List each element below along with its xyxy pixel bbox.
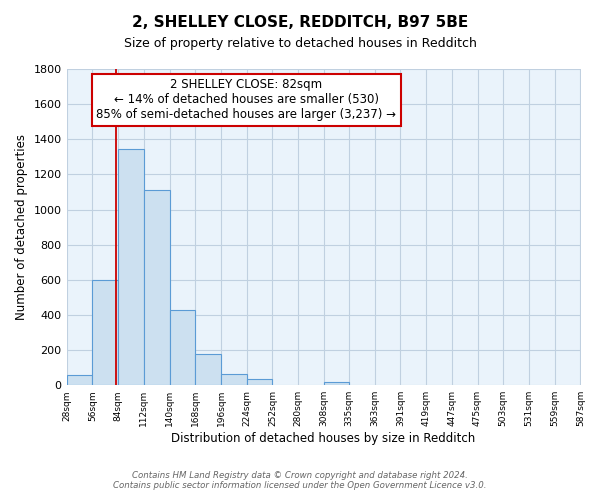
- Bar: [324, 382, 349, 385]
- X-axis label: Distribution of detached houses by size in Redditch: Distribution of detached houses by size …: [172, 432, 476, 445]
- Bar: [170, 310, 195, 385]
- Text: 2 SHELLEY CLOSE: 82sqm
← 14% of detached houses are smaller (530)
85% of semi-de: 2 SHELLEY CLOSE: 82sqm ← 14% of detached…: [97, 78, 397, 122]
- Bar: [221, 374, 247, 385]
- Bar: [195, 354, 221, 385]
- Text: Contains HM Land Registry data © Crown copyright and database right 2024.
Contai: Contains HM Land Registry data © Crown c…: [113, 470, 487, 490]
- Bar: [118, 149, 144, 385]
- Bar: [67, 375, 92, 385]
- Text: 2, SHELLEY CLOSE, REDDITCH, B97 5BE: 2, SHELLEY CLOSE, REDDITCH, B97 5BE: [132, 15, 468, 30]
- Bar: [92, 280, 118, 385]
- Bar: [247, 379, 272, 385]
- Y-axis label: Number of detached properties: Number of detached properties: [15, 134, 28, 320]
- Text: Size of property relative to detached houses in Redditch: Size of property relative to detached ho…: [124, 38, 476, 51]
- Bar: [144, 190, 170, 385]
